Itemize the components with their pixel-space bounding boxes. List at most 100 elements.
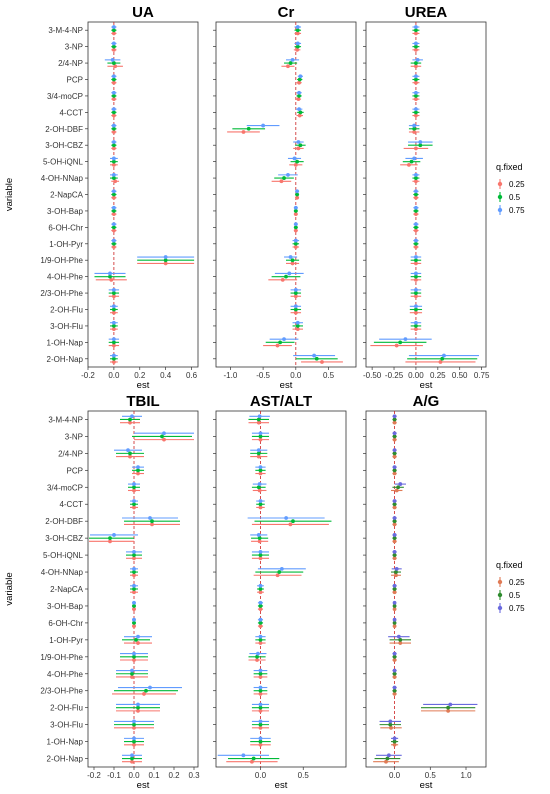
panel-0-point-12-q0 <box>111 228 116 233</box>
panel-3-point-13-q0 <box>136 641 140 645</box>
panel-5-point-17-q1 <box>446 705 451 710</box>
panel-4-point-18-q1 <box>258 722 263 727</box>
panel-3-ytick-label-3: PCP <box>67 466 83 475</box>
panel-5-point-3-q2 <box>392 465 397 470</box>
panel-1-x-axis-title: est <box>280 380 293 391</box>
panel-0-ytick-label-19: 1-OH-Nap <box>47 338 84 347</box>
legend-1-key-point-1 <box>497 592 503 598</box>
legend-1-key-point-0 <box>497 579 503 585</box>
panel-1-point-10-q0 <box>295 195 300 200</box>
panel-4-title: AST/ALT <box>250 393 312 410</box>
panel-1-point-15-q1 <box>284 274 288 279</box>
panel-0-point-12-q2 <box>111 222 116 227</box>
panel-3-frame <box>87 410 199 768</box>
panel-0-point-18-q2 <box>111 320 116 325</box>
panel-3-point-6-q1 <box>150 519 154 524</box>
legend-0-label-2: 0.75 <box>509 206 525 215</box>
panel-1-point-12-q2 <box>293 222 298 227</box>
panel-2-point-10-q2 <box>414 189 418 194</box>
panel-4-point-17-q1 <box>258 705 263 710</box>
panel-1-point-9-q0 <box>279 179 284 184</box>
panel-3-point-19-q0 <box>132 742 136 747</box>
panel-0-point-0-q2 <box>111 25 116 29</box>
panel-2-point-14-q0 <box>414 261 418 266</box>
panel-1-point-15-q2 <box>287 271 292 276</box>
panel-3-point-13-q2 <box>136 634 140 639</box>
panel-3-point-4-q2 <box>132 482 136 486</box>
panel-3-point-14-q0 <box>132 658 136 662</box>
panel-1-point-13-q0 <box>293 245 298 249</box>
panel-4-point-13-q0 <box>258 641 263 645</box>
panel-3-point-10-q0 <box>132 590 136 595</box>
panel-1-xtick-label-1: -0.5 <box>256 371 270 380</box>
panel-3-ytick-label-0: 3-M-4-NP <box>48 415 83 424</box>
panel-2-point-19-q2 <box>403 337 408 342</box>
panel-4-point-15-q1 <box>258 671 263 676</box>
panel-2-point-10-q1 <box>414 192 418 197</box>
panel-5-point-10-q0 <box>392 590 397 595</box>
panel-4-point-7-q1 <box>257 536 262 541</box>
panel-0-point-13-q1 <box>111 241 116 246</box>
panel-2-point-20-q1 <box>440 356 445 361</box>
panel-3-point-9-q1 <box>132 570 136 574</box>
panel-3-ytick-label-17: 2-OH-Flu <box>50 704 83 713</box>
panel-2-point-17-q1 <box>414 307 418 312</box>
panel-3-point-5-q0 <box>132 505 136 510</box>
panel-2-point-8-q1 <box>409 159 414 164</box>
panel-0-x-axis-title: est <box>137 380 150 391</box>
panel-5-point-1-q2 <box>392 431 397 436</box>
panel-0-point-8-q1 <box>111 159 116 164</box>
panel-3-point-0-q2 <box>130 414 134 419</box>
panel-1-point-13-q2 <box>293 238 298 243</box>
panel-0-ytick-label-4: 3/4-moCP <box>47 92 83 101</box>
panel-4-point-5-q2 <box>258 499 263 503</box>
panel-3-point-15-q2 <box>130 668 134 673</box>
panel-3-point-17-q1 <box>136 705 140 710</box>
panel-3-point-5-q1 <box>132 502 136 507</box>
panel-3-point-12-q0 <box>132 624 136 629</box>
panel-5-point-2-q1 <box>392 451 397 456</box>
panel-1-point-18-q1 <box>295 324 300 328</box>
panel-5-point-13-q1 <box>398 637 403 642</box>
panel-2-point-6-q0 <box>412 130 417 134</box>
panel-4-xtick-label-0: 0.0 <box>255 771 267 780</box>
panel-0-point-3-q0 <box>111 80 116 85</box>
panel-2-point-4-q1 <box>414 94 418 98</box>
panel-4-point-0-q0 <box>256 420 261 425</box>
panel-4-x-axis-title: est <box>275 780 288 791</box>
panel-4-point-0-q2 <box>257 414 262 419</box>
panel-5-point-4-q0 <box>394 488 399 493</box>
panel-4-point-16-q0 <box>258 692 263 696</box>
panel-0-point-3-q1 <box>111 77 116 82</box>
panel-3-ytick-label-19: 1-OH-Nap <box>47 738 84 747</box>
panel-4-point-10-q0 <box>258 590 263 595</box>
panel-5-point-20-q1 <box>385 756 390 761</box>
panel-0-point-16-q2 <box>111 287 116 292</box>
panel-0-point-20-q0 <box>111 360 116 364</box>
panel-3-xtick-label-5: 0.3 <box>188 771 200 780</box>
panel-0-ytick-label-15: 4-OH-Phe <box>47 273 84 282</box>
panel-1-point-3-q2 <box>298 74 303 79</box>
panel-4-point-2-q1 <box>256 451 261 456</box>
panel-2-point-2-q2 <box>415 57 420 62</box>
panel-2-point-0-q0 <box>414 31 418 36</box>
panel-4-point-11-q0 <box>258 607 263 612</box>
panel-4-point-15-q2 <box>258 668 263 673</box>
panel-5-x-axis-title: est <box>420 780 433 791</box>
panel-5-point-0-q0 <box>392 420 397 425</box>
panel-4-point-10-q2 <box>258 583 263 588</box>
panel-1-point-2-q2 <box>290 57 295 62</box>
panel-1-point-0-q1 <box>295 28 300 33</box>
panel-4-point-10-q1 <box>258 587 263 591</box>
panel-5-point-14-q1 <box>392 654 397 659</box>
panel-3-point-9-q2 <box>132 566 136 571</box>
panel-1-point-6-q0 <box>241 130 246 134</box>
panel-0-point-7-q0 <box>111 146 116 151</box>
panel-5-point-1-q1 <box>392 434 397 439</box>
panel-5-point-11-q2 <box>392 600 397 605</box>
panel-1-xtick-label-3: 0.5 <box>323 371 335 380</box>
panel-4-point-6-q2 <box>284 516 289 520</box>
panel-0-ytick-label-2: 2/4-NP <box>58 59 83 68</box>
panel-0-point-2-q0 <box>113 64 118 69</box>
